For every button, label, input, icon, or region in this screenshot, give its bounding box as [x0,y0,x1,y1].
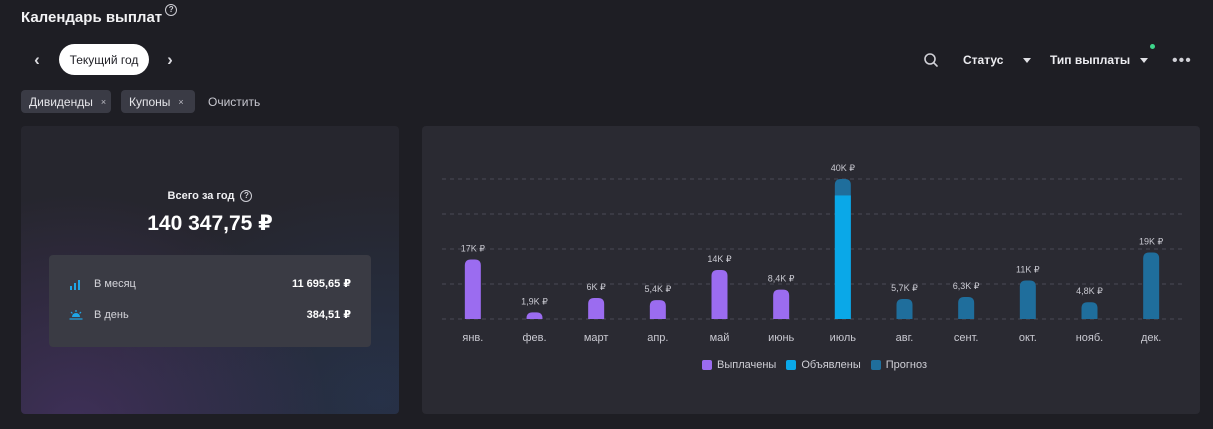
chart-legend: Выплачены Объявлены Прогноз [702,359,927,371]
stat-value: 11 695,65 ₽ [291,278,351,290]
legend-item-declared[interactable]: Объявлены [786,359,861,371]
chart-bar [649,300,666,319]
legend-swatch [870,360,881,370]
filter-active-indicator [1150,44,1155,49]
x-tick-label: нояб. [1076,332,1104,344]
chart-bar [526,312,543,319]
bar-value-label: 4,8K ₽ [1076,286,1103,296]
x-tick-label: дек. [1141,332,1161,344]
payout-type-dropdown[interactable]: Тип выплаты [1050,53,1149,67]
page-title: Календарь выплат ? [21,4,178,26]
legend-label: Прогноз [885,359,928,371]
x-tick-label: авг. [896,332,914,344]
page-title-text: Календарь выплат [21,9,163,26]
filter-chip-coupons[interactable]: Купоны × [121,90,195,113]
total-value: 140 347,75 ₽ [147,212,273,235]
chart-bar [773,289,790,319]
caret-down-icon [1140,57,1149,63]
x-tick-label: окт. [1019,332,1037,344]
bar-value-label: 1,9K ₽ [521,296,548,306]
chart-bar [1143,252,1160,319]
bar-value-label: 6K ₽ [587,282,607,292]
bar-value-label: 11K ₽ [1016,265,1040,275]
total-label-text: Всего за год [167,190,235,202]
stats-box: В месяц 11 695,65 ₽ В день 384,51 ₽ [49,255,371,347]
x-tick-label: фев. [522,332,546,344]
legend-item-paid[interactable]: Выплачены [702,359,776,371]
chevron-right-icon[interactable]: › [167,50,173,69]
chart-bar [958,296,975,319]
bar-value-label: 5,4K ₽ [644,284,671,294]
stat-label: В месяц [94,277,136,290]
legend-label: Выплачены [717,359,777,371]
chart-bar [464,259,481,319]
close-icon[interactable]: × [100,96,107,107]
bar-value-label: 5,7K ₽ [891,283,918,293]
stat-label: В день [94,308,129,321]
bar-value-label: 8,4K ₽ [768,274,795,284]
sunrise-icon [69,309,83,320]
help-icon[interactable]: ? [240,190,253,202]
search-icon[interactable] [923,52,939,68]
period-current-button[interactable]: Текущий год [59,44,149,75]
filter-chip-label: Купоны [129,94,171,109]
x-tick-label: янв. [462,332,483,344]
payout-type-dropdown-label: Тип выплаты [1050,53,1131,67]
help-icon[interactable]: ? [165,4,178,16]
legend-label: Объявлены [801,359,861,371]
x-tick-label: июль [830,332,857,344]
status-dropdown-label: Статус [963,53,1004,67]
chart-bar-declared [834,195,851,319]
chart-bar [1081,302,1098,319]
payout-bar-chart: 17K ₽ янв. 1,9K ₽ фев. 6K ₽ март 5,4K ₽ апр. 14K… [442,163,1182,344]
bar-value-label: 40K ₽ [831,163,856,173]
stat-value: 384,51 ₽ [306,309,351,321]
x-tick-label: март [584,332,609,344]
legend-swatch [702,360,712,370]
chart-bar [588,298,605,319]
total-label: Всего за год ? [21,190,399,202]
bar-value-label: 14K ₽ [707,254,732,264]
bar-value-label: 19K ₽ [1139,237,1164,247]
chevron-left-icon[interactable]: ‹ [34,50,40,69]
summary-card: Всего за год ? 140 347,75 ₽ В месяц 11 6… [21,126,399,414]
filter-chip-label: Дивиденды [29,94,93,109]
chart-bar [711,270,728,319]
chart-card: 17K ₽ янв. 1,9K ₽ фев. 6K ₽ март 5,4K ₽ апр. 14K… [422,126,1200,414]
status-dropdown[interactable]: Статус [963,53,1032,67]
close-icon[interactable]: × [178,96,184,107]
chart-bar [896,299,913,319]
stat-row-month: В месяц 11 695,65 ₽ [69,277,351,290]
bar-value-label: 6,3K ₽ [953,281,980,291]
more-horizontal-icon[interactable]: ••• [1172,52,1192,69]
x-tick-label: апр. [647,332,668,344]
x-tick-label: июнь [768,332,794,344]
filter-chip-dividends[interactable]: Дивиденды × [21,90,111,113]
signal-bars-icon [70,279,80,290]
bar-value-label: 17K ₽ [461,244,486,254]
chart-bar [1019,280,1036,319]
x-tick-label: май [710,332,730,344]
legend-item-forecast[interactable]: Прогноз [870,359,928,371]
legend-swatch [786,360,797,370]
x-tick-label: сент. [954,332,979,344]
caret-down-icon [1023,57,1032,63]
stat-row-day: В день 384,51 ₽ [69,308,351,321]
clear-filters-button[interactable]: Очистить [208,95,261,109]
